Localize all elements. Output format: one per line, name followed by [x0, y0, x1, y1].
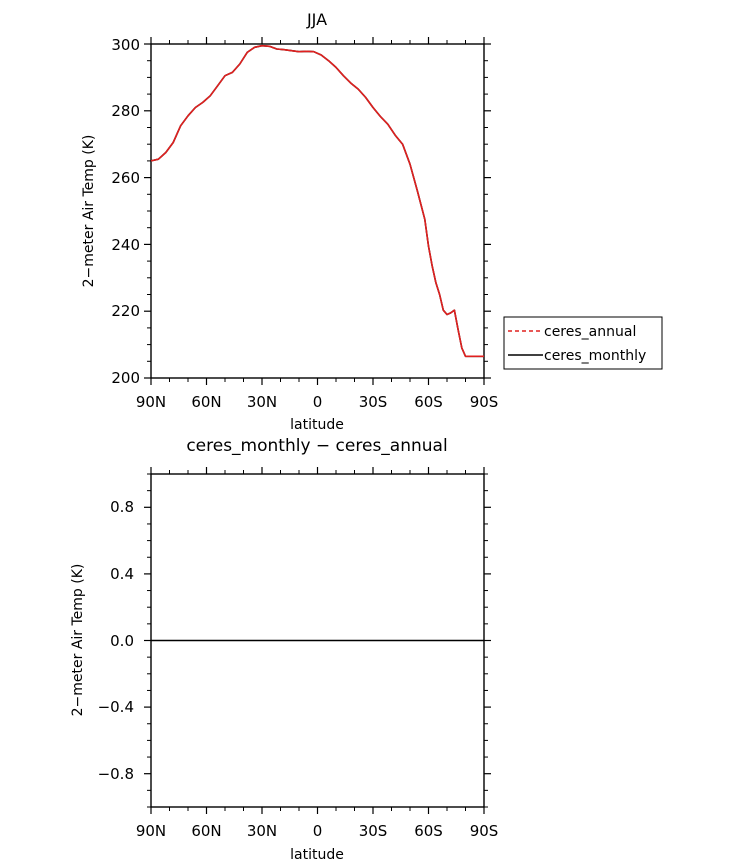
- y-tick-label: 200: [111, 369, 140, 387]
- top-x-tick-labels: 90N 60N 30N 0 30S 60S 90S: [136, 393, 498, 411]
- top-minor-ticks: [147, 40, 488, 382]
- y-tick-label: 260: [111, 169, 140, 187]
- y-tick-label: 0.4: [110, 565, 134, 583]
- y-tick-label: 0.0: [110, 632, 134, 650]
- x-tick-label: 90S: [470, 822, 499, 840]
- bottom-panel: ceres_monthly − ceres_annual −0.8 −0.4 0…: [70, 436, 498, 863]
- legend: ceres_annual ceres_monthly: [503, 316, 663, 370]
- x-tick-label: 30N: [247, 393, 277, 411]
- y-tick-label: −0.8: [98, 765, 134, 783]
- bottom-y-axis-label: 2−meter Air Temp (K): [70, 564, 86, 717]
- series-line-ceres-annual: [150, 44, 484, 358]
- series-line-ceres-monthly: [150, 44, 484, 358]
- y-tick-label: 220: [111, 302, 140, 320]
- bottom-major-ticks: [144, 467, 491, 814]
- bottom-chart-title: ceres_monthly − ceres_annual: [186, 436, 447, 456]
- x-tick-label: 60N: [191, 393, 221, 411]
- legend-label-ceres-annual: ceres_annual: [544, 324, 636, 340]
- bottom-minor-ticks: [147, 470, 488, 811]
- x-tick-label: 30S: [359, 393, 388, 411]
- x-tick-label: 0: [313, 393, 323, 411]
- top-chart-title: JJA: [306, 10, 327, 29]
- y-tick-label: 280: [111, 102, 140, 120]
- top-series-group: [150, 44, 484, 358]
- x-tick-label: 90N: [136, 393, 166, 411]
- x-tick-label: 60S: [414, 393, 443, 411]
- top-x-axis-label: latitude: [290, 417, 344, 433]
- top-y-axis-label: 2−meter Air Temp (K): [81, 135, 97, 288]
- top-major-ticks: [144, 37, 491, 385]
- y-tick-label: −0.4: [98, 698, 134, 716]
- top-y-tick-labels: 200 220 240 260 280 300: [111, 36, 140, 387]
- x-tick-label: 30S: [359, 822, 388, 840]
- top-plot-frame: [150, 43, 485, 379]
- legend-box: [503, 316, 663, 370]
- top-panel: JJA 200 220 240 260 280 300 90N 60N 30N …: [81, 10, 498, 433]
- x-tick-label: 90N: [136, 822, 166, 840]
- y-tick-label: 300: [111, 36, 140, 54]
- bottom-x-tick-labels: 90N 60N 30N 0 30S 60S 90S: [136, 822, 498, 840]
- bottom-x-axis-label: latitude: [290, 847, 344, 863]
- y-tick-label: 0.8: [110, 498, 134, 516]
- x-tick-label: 90S: [470, 393, 499, 411]
- x-tick-label: 30N: [247, 822, 277, 840]
- bottom-y-tick-labels: −0.8 −0.4 0.0 0.4 0.8: [98, 498, 134, 783]
- legend-label-ceres-monthly: ceres_monthly: [544, 348, 646, 364]
- y-tick-label: 240: [111, 236, 140, 254]
- x-tick-label: 0: [313, 822, 323, 840]
- x-tick-label: 60S: [414, 822, 443, 840]
- x-tick-label: 60N: [191, 822, 221, 840]
